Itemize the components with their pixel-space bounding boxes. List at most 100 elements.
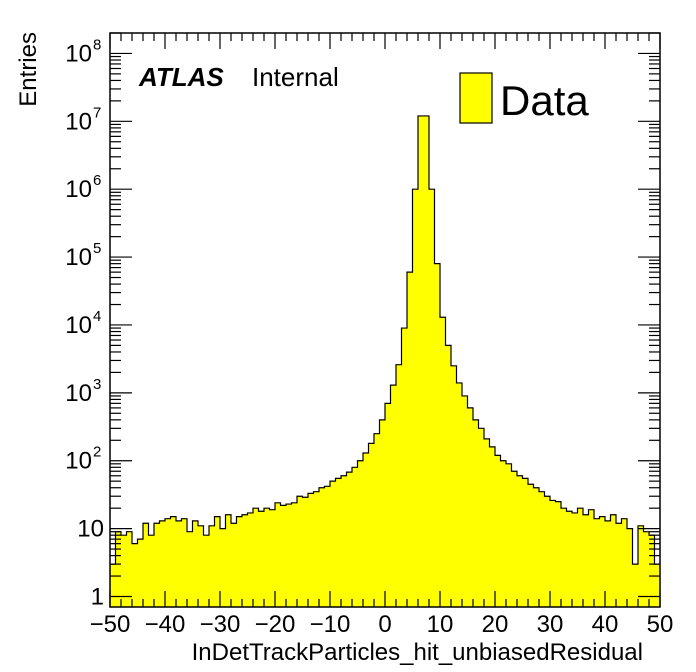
histogram-bar bbox=[418, 115, 424, 607]
legend-swatch bbox=[459, 72, 493, 124]
histogram-bar bbox=[264, 508, 270, 607]
x-tick-label: −20 bbox=[255, 611, 296, 638]
histogram-bar bbox=[539, 491, 545, 607]
histogram-bar bbox=[126, 531, 133, 607]
histogram-bar bbox=[379, 419, 386, 607]
y-tick-exponent: 7 bbox=[93, 104, 101, 121]
x-tick-label: 20 bbox=[482, 611, 509, 638]
histogram-bar bbox=[528, 484, 534, 607]
histogram-bar bbox=[533, 487, 540, 607]
y-tick-label: 10 bbox=[65, 108, 92, 135]
histogram-bar bbox=[445, 345, 452, 607]
histogram-bar bbox=[401, 328, 408, 607]
histogram-bar bbox=[649, 535, 655, 607]
histogram-bar bbox=[506, 463, 512, 607]
histogram-bar bbox=[192, 520, 199, 607]
histogram-bar bbox=[231, 523, 237, 607]
y-tick-label: 10 bbox=[65, 244, 92, 271]
histogram-bar bbox=[319, 487, 325, 607]
histogram-bar bbox=[605, 520, 611, 607]
x-tick-label: 0 bbox=[378, 611, 391, 638]
histogram-bar bbox=[335, 478, 342, 607]
histogram-bar bbox=[638, 525, 644, 607]
histogram-bar bbox=[561, 508, 567, 607]
histogram-bar bbox=[330, 481, 336, 607]
histogram-bar bbox=[462, 395, 468, 607]
y-tick-label: 10 bbox=[65, 40, 92, 67]
histogram-bar bbox=[341, 475, 347, 607]
histogram-bar bbox=[132, 543, 138, 607]
histogram-bar bbox=[214, 516, 221, 607]
histogram-bar bbox=[275, 502, 281, 607]
y-tick-label: 1 bbox=[91, 583, 104, 610]
histogram-bar bbox=[467, 407, 474, 607]
x-tick-label: 10 bbox=[427, 611, 454, 638]
y-tick-label: 10 bbox=[65, 448, 92, 475]
histogram-bar bbox=[484, 438, 490, 607]
histogram-bar bbox=[121, 535, 127, 607]
histogram-bar bbox=[269, 509, 276, 607]
histogram-bar bbox=[148, 535, 155, 607]
histogram-bar bbox=[209, 525, 215, 607]
x-tick-label: 40 bbox=[592, 611, 619, 638]
histogram-bar bbox=[203, 535, 210, 607]
x-tick-label: −30 bbox=[200, 611, 241, 638]
histogram-bar bbox=[181, 518, 188, 607]
y-tick-exponent: 5 bbox=[93, 240, 101, 257]
histogram-bar bbox=[478, 428, 485, 607]
histogram-bar bbox=[280, 505, 287, 607]
x-axis: −50 −40 −30 −20 −10 0 10 20 30 40 50 bbox=[90, 33, 673, 638]
x-axis-title: InDetTrackParticles_hit_unbiasedResidual bbox=[192, 639, 643, 666]
histogram-bar bbox=[495, 455, 501, 607]
histogram-bar bbox=[434, 263, 441, 607]
histogram-outline bbox=[110, 115, 660, 565]
histogram-bar bbox=[517, 475, 523, 607]
internal-label: Internal bbox=[252, 62, 339, 92]
histogram-bar bbox=[176, 520, 182, 607]
histogram-bar bbox=[247, 512, 254, 607]
histogram-bar bbox=[423, 115, 430, 607]
legend-label: Data bbox=[500, 77, 589, 124]
histogram-bar bbox=[643, 531, 650, 607]
histogram-bar bbox=[412, 189, 419, 607]
histogram-bar bbox=[577, 508, 584, 607]
histogram-bar bbox=[407, 272, 413, 607]
histogram-bar bbox=[396, 364, 402, 607]
histogram-bar bbox=[242, 514, 248, 607]
atlas-label: ATLAS bbox=[138, 62, 224, 92]
histogram-bar bbox=[489, 446, 496, 607]
histogram-bars bbox=[110, 115, 661, 607]
histogram-bar bbox=[456, 382, 463, 607]
histogram-bar bbox=[566, 511, 573, 607]
histogram-bar bbox=[500, 460, 507, 607]
y-tick-exponent: 8 bbox=[93, 36, 101, 53]
histogram-bar bbox=[522, 478, 529, 607]
histogram-bar bbox=[198, 525, 204, 607]
histogram-bar bbox=[357, 460, 364, 607]
histogram-bar bbox=[137, 539, 144, 607]
histogram-bar bbox=[440, 317, 446, 607]
histogram-bar bbox=[429, 189, 435, 607]
y-tick-label: 10 bbox=[77, 516, 104, 543]
histogram-bar bbox=[187, 531, 193, 607]
histogram-bar bbox=[473, 419, 479, 607]
histogram-bar bbox=[511, 471, 518, 607]
y-tick-exponent: 3 bbox=[93, 376, 101, 393]
histogram-bar bbox=[363, 452, 369, 607]
y-tick-label: 10 bbox=[65, 176, 92, 203]
histogram-bar bbox=[165, 518, 171, 607]
histogram-bar bbox=[110, 564, 116, 607]
histogram-bar bbox=[115, 531, 122, 607]
y-tick-exponent: 4 bbox=[93, 308, 101, 325]
histogram-bar bbox=[220, 528, 226, 607]
histogram-bar bbox=[302, 497, 309, 607]
histogram-bar bbox=[627, 528, 633, 607]
histogram-bar bbox=[313, 491, 320, 607]
histogram-bar bbox=[352, 467, 358, 607]
y-axis-title: Entries bbox=[15, 32, 42, 107]
histogram-bar bbox=[583, 514, 589, 607]
histogram-bar bbox=[346, 472, 353, 607]
histogram-bar bbox=[225, 514, 232, 607]
histogram-bar bbox=[159, 520, 166, 607]
histogram-bar bbox=[143, 523, 149, 607]
